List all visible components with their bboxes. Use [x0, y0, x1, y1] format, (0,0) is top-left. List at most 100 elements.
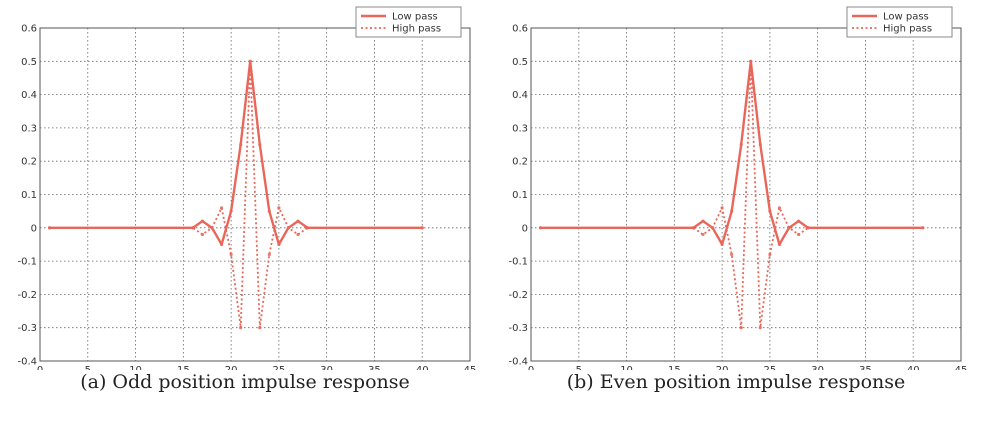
data-point-low-pass — [758, 142, 762, 147]
data-point-low-pass — [229, 209, 233, 213]
data-point-low-pass — [239, 142, 243, 147]
legend-label-low-pass: Low pass — [392, 12, 438, 23]
data-point-high-pass — [720, 206, 724, 210]
data-point-low-pass — [720, 242, 724, 247]
x-tick-label: 25 — [273, 365, 286, 370]
data-point-low-pass — [730, 209, 734, 213]
x-tick-label: 40 — [907, 365, 920, 370]
x-tick-label: 10 — [620, 365, 633, 370]
chart-odd-position: 0 5 10 15 20 25 30 35 40 45 -0.4 -0.3 -0.2 -0.1 0 0.1 0.… — [17, 6, 477, 370]
data-point-high-pass — [267, 252, 271, 257]
x-tick-label: 35 — [859, 365, 872, 370]
x-tick-label: 0 — [37, 365, 43, 370]
data-point-high-pass — [248, 59, 252, 63]
data-point-high-pass — [47, 226, 52, 230]
data-point-high-pass — [691, 226, 696, 230]
y-tick-label: 0.4 — [512, 90, 528, 101]
legend-label-low-pass: Low pass — [883, 12, 929, 23]
data-point-low-pass — [777, 242, 782, 247]
data-point-high-pass — [758, 326, 762, 330]
data-point-high-pass — [296, 232, 300, 237]
y-tick-label: 0 — [522, 223, 528, 234]
data-point-low-pass — [200, 219, 205, 223]
y-tick-label: 0.3 — [512, 123, 528, 134]
x-tick-label: 20 — [225, 365, 238, 370]
x-tick-label: 45 — [464, 365, 477, 370]
data-point-low-pass — [796, 219, 801, 223]
data-point-high-pass — [210, 226, 214, 230]
figure-even-position: 0 5 10 15 20 25 30 35 40 45 -0.4 -0.3 -0.2 -0.1 0 0.1 0.… — [491, 0, 981, 421]
caption-odd-position: (a) Odd position impulse response — [80, 371, 410, 393]
series-high-pass — [47, 59, 424, 330]
data-point-low-pass — [258, 142, 262, 147]
y-tick-label: -0.2 — [508, 290, 528, 301]
data-point-low-pass — [277, 242, 281, 247]
data-point-high-pass — [258, 326, 262, 330]
x-tick-label: 15 — [177, 365, 190, 370]
data-point-high-pass — [239, 326, 243, 330]
x-tick-label: 30 — [811, 365, 824, 370]
legend-label-high-pass: High pass — [392, 24, 441, 35]
data-point-high-pass — [219, 206, 224, 210]
data-point-high-pass — [777, 206, 782, 210]
data-point-high-pass — [191, 226, 195, 230]
data-point-low-pass — [701, 219, 705, 223]
data-point-high-pass — [710, 226, 715, 230]
y-tick-label: -0.1 — [508, 257, 528, 268]
data-point-low-pass — [768, 209, 772, 213]
data-point-high-pass — [538, 226, 543, 230]
data-point-low-pass — [296, 219, 300, 223]
y-tick-label: 0.2 — [21, 157, 37, 168]
y-tick-label: -0.3 — [17, 323, 37, 334]
legend-box — [846, 6, 953, 38]
y-tick-label: 0.1 — [21, 190, 37, 201]
y-tick-label: 0.2 — [512, 157, 528, 168]
x-tick-label: 25 — [764, 365, 777, 370]
y-tick-label: -0.4 — [17, 357, 37, 368]
data-point-high-pass — [749, 59, 753, 63]
data-point-high-pass — [796, 232, 801, 237]
series-high-pass — [538, 59, 925, 330]
legend-box — [355, 6, 462, 38]
y-tick-label: 0.1 — [512, 190, 528, 201]
plot-frame — [530, 27, 962, 362]
x-tick-label: 35 — [368, 365, 381, 370]
x-tick-label: 30 — [320, 365, 333, 370]
data-point-high-pass — [739, 326, 743, 330]
caption-even-position: (b) Even position impulse response — [566, 371, 906, 393]
x-tick-label: 45 — [955, 365, 968, 370]
legend-label-high-pass: High pass — [883, 24, 932, 35]
chart-even-position: 0 5 10 15 20 25 30 35 40 45 -0.4 -0.3 -0.2 -0.1 0 0.1 0.… — [508, 6, 968, 370]
y-tick-label: 0 — [31, 223, 37, 234]
plot-frame — [39, 27, 471, 362]
y-tick-label: 0.5 — [512, 57, 528, 68]
data-point-high-pass — [921, 226, 925, 230]
x-tick-label: 5 — [576, 365, 582, 370]
data-point-high-pass — [730, 252, 734, 257]
data-point-low-pass — [739, 142, 743, 147]
x-tick-label: 0 — [528, 365, 534, 370]
data-point-high-pass — [305, 226, 310, 230]
data-point-high-pass — [787, 226, 791, 230]
x-tick-label: 15 — [668, 365, 681, 370]
y-tick-label: -0.3 — [508, 323, 528, 334]
data-point-high-pass — [420, 226, 424, 230]
y-tick-label: 0.3 — [21, 123, 37, 134]
x-tick-label: 40 — [416, 365, 429, 370]
data-point-high-pass — [277, 206, 281, 210]
y-tick-label: 0.6 — [512, 24, 528, 35]
x-tick-label: 5 — [85, 365, 91, 370]
y-tick-label: 0.6 — [21, 24, 37, 35]
figure-odd-position: 0 5 10 15 20 25 30 35 40 45 -0.4 -0.3 -0.2 -0.1 0 0.1 0.… — [0, 0, 490, 421]
y-tick-label: 0.4 — [21, 90, 37, 101]
y-tick-label: 0.5 — [21, 57, 37, 68]
data-point-high-pass — [200, 232, 205, 237]
data-point-high-pass — [806, 226, 810, 230]
x-tick-label: 20 — [716, 365, 729, 370]
data-point-high-pass — [286, 226, 291, 230]
y-tick-label: -0.4 — [508, 357, 528, 368]
data-point-high-pass — [701, 232, 705, 237]
y-tick-label: -0.1 — [17, 257, 37, 268]
data-point-low-pass — [267, 209, 271, 213]
data-point-high-pass — [768, 252, 772, 257]
